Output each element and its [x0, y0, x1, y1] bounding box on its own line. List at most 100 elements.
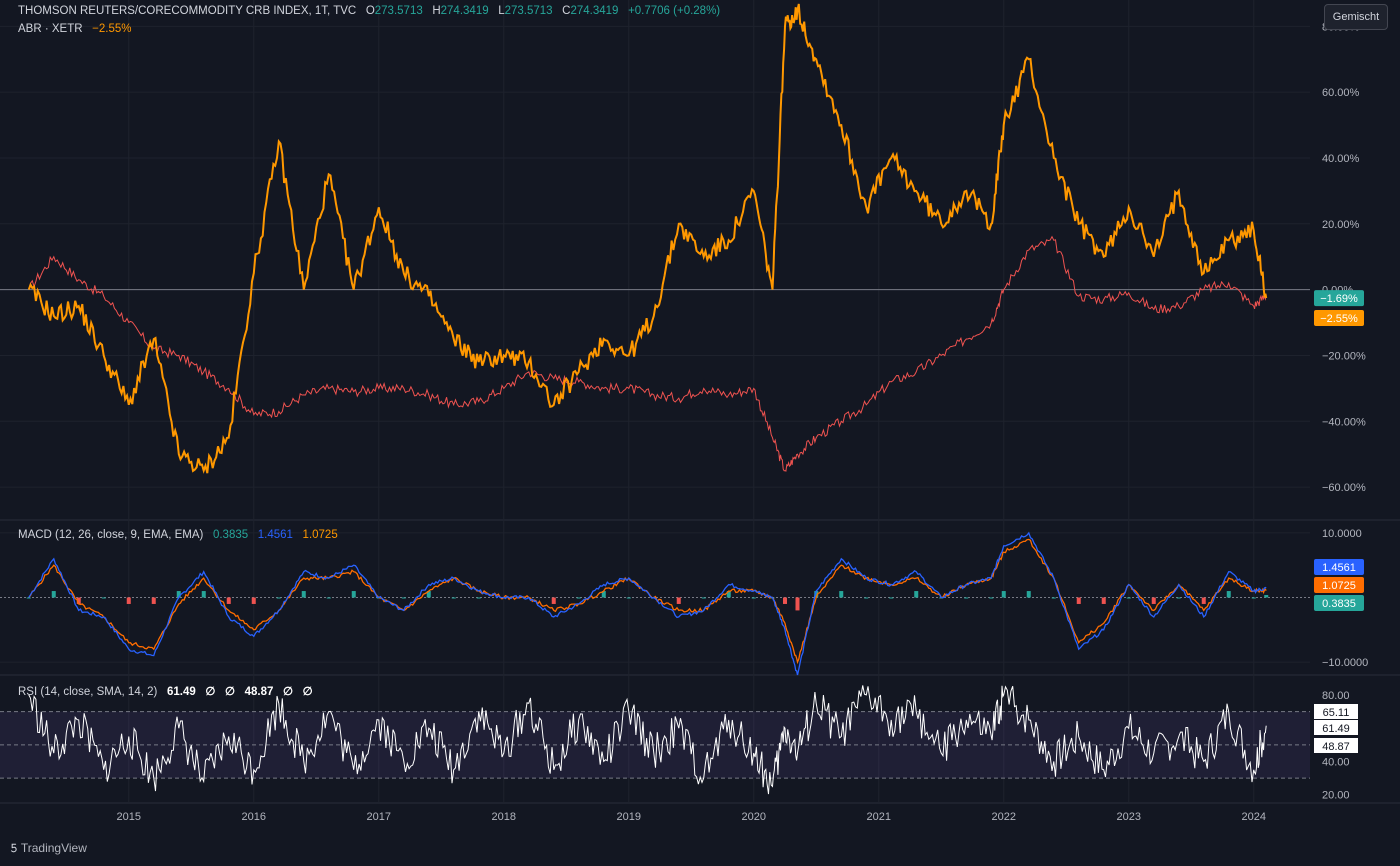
rsi-y-tick-label: 80.00: [1322, 690, 1350, 702]
scale-mode-button[interactable]: Gemischt: [1324, 4, 1388, 30]
macd-histogram-bar: [626, 597, 631, 599]
y-tick-label: 60.00%: [1322, 87, 1360, 99]
macd-histogram-bar: [701, 597, 706, 599]
macd-histogram-bar: [914, 591, 919, 598]
crb-series-line: [28, 235, 1267, 472]
macd-hist-value: 0.3835: [212, 529, 249, 541]
x-tick-label: 2022: [992, 811, 1016, 823]
macd-histogram-bar: [1001, 591, 1006, 598]
macd-histogram-bar: [26, 597, 31, 599]
macd-histogram-bar: [964, 597, 969, 599]
macd-histogram-bar: [401, 597, 406, 599]
macd-histogram-bar: [1051, 597, 1056, 599]
macd-histogram-bar: [1076, 597, 1081, 604]
macd-histogram-bar: [1176, 597, 1181, 599]
macd-histogram-bar: [1101, 597, 1106, 604]
brand-name[interactable]: TradingView: [20, 841, 87, 855]
compare-legend: ABR · XETR −2.55%: [18, 23, 131, 35]
x-tick-label: 2023: [1117, 811, 1141, 823]
rsi-na-2: ∅: [224, 686, 236, 698]
macd-histogram-bar: [301, 591, 306, 598]
y-tick-label: −40.00%: [1322, 416, 1366, 428]
macd-histogram-bar: [251, 597, 256, 604]
macd-histogram-bar: [726, 591, 731, 598]
macd-histogram-bar: [576, 597, 581, 599]
rsi-value-tag-label: 65.11: [1323, 707, 1350, 719]
macd-histogram-bar: [751, 597, 756, 599]
macd-histogram-bar: [426, 591, 431, 598]
rsi-value-tag-label: 61.49: [1322, 723, 1350, 735]
rsi-na-4: ∅: [302, 686, 313, 698]
low-value: 273.5713: [504, 5, 553, 17]
symbol-title[interactable]: THOMSON REUTERS/CORECOMMODITY CRB INDEX,…: [18, 5, 357, 17]
compare-symbol[interactable]: ABR · XETR: [18, 23, 83, 35]
rsi-na-1: ∅: [205, 686, 216, 698]
rsi-legend: RSI (14, close, SMA, 14, 2) 61.49 ∅ ∅ 48…: [18, 684, 313, 698]
rsi-value: 61.49: [166, 686, 196, 698]
abr-series-line: [27, 3, 1268, 474]
macd-histogram-bar: [989, 597, 994, 599]
macd-histogram-bar: [226, 597, 231, 604]
macd-histogram-bar: [551, 597, 556, 604]
y-tick-label: 40.00%: [1322, 153, 1360, 165]
macd-label[interactable]: MACD (12, 26, close, 9, EMA, EMA): [18, 529, 204, 541]
macd-histogram-bar: [814, 591, 819, 598]
tradingview-logo-icon[interactable]: 𝟻: [10, 841, 18, 855]
rsi-y-tick-label: 20.00: [1322, 790, 1350, 802]
open-label: O: [365, 5, 375, 17]
macd-legend: MACD (12, 26, close, 9, EMA, EMA) 0.3835…: [18, 529, 338, 541]
macd-histogram-bar: [601, 591, 606, 598]
x-tick-label: 2016: [242, 811, 266, 823]
macd-signal-value: 1.0725: [302, 529, 338, 541]
macd-histogram-bar: [889, 597, 894, 599]
high-value: 274.3419: [440, 5, 489, 17]
rsi-value-tag-label: 48.87: [1322, 741, 1350, 753]
macd-value-tag-label: 1.0725: [1322, 580, 1356, 592]
compare-change: −2.55%: [92, 23, 132, 35]
rsi-na-3: ∅: [283, 686, 294, 698]
rsi-value-tag: [1314, 704, 1358, 719]
macd-histogram-bar: [51, 591, 56, 598]
macd-histogram-bar: [276, 597, 281, 599]
x-tick-label: 2021: [867, 811, 891, 823]
macd-value-tag-label: 1.4561: [1322, 562, 1356, 574]
macd-histogram-bar: [864, 597, 869, 599]
macd-histogram-bar: [476, 597, 481, 599]
macd-y-tick-label: −10.0000: [1322, 657, 1368, 669]
x-tick-label: 2015: [117, 811, 141, 823]
macd-histogram-bar: [101, 597, 106, 599]
macd-line: [28, 531, 1267, 676]
high-label: H: [432, 5, 441, 17]
macd-histogram-bar: [151, 597, 156, 604]
rsi-line: [28, 685, 1267, 795]
macd-line-value: 1.4561: [257, 529, 293, 541]
macd-histogram-bar: [795, 597, 800, 611]
rsi-label[interactable]: RSI (14, close, SMA, 14, 2): [18, 686, 158, 698]
change-value: +0.7706 (+0.28%): [628, 5, 721, 17]
macd-histogram-bar: [126, 597, 131, 604]
rsi-value-tag: [1314, 720, 1358, 735]
macd-histogram-bar: [1201, 597, 1206, 604]
x-tick-label: 2017: [367, 811, 391, 823]
crb-price-tag-label: −1.69%: [1320, 293, 1358, 305]
macd-histogram-bar: [1026, 591, 1031, 598]
macd-histogram-bar: [451, 597, 456, 599]
macd-signal-line: [28, 538, 1267, 665]
macd-histogram-bar: [201, 591, 206, 598]
macd-value-tag: [1314, 595, 1364, 611]
macd-histogram-bar: [839, 591, 844, 598]
y-tick-label: −20.00%: [1322, 350, 1366, 362]
rsi-value-tag: [1314, 738, 1358, 753]
x-tick-label: 2019: [617, 811, 641, 823]
macd-histogram-bar: [783, 597, 787, 604]
macd-value-tag: [1314, 559, 1364, 575]
rsi-y-tick-label: 40.00: [1322, 756, 1350, 768]
macd-histogram-bar: [326, 597, 331, 599]
macd-histogram-bar: [1226, 591, 1231, 598]
footer: 𝟻 TradingView: [10, 841, 87, 856]
macd-value-tag-label: 0.3835: [1322, 598, 1356, 610]
macd-histogram-bar: [1251, 597, 1256, 599]
y-tick-label: −60.00%: [1322, 482, 1366, 494]
